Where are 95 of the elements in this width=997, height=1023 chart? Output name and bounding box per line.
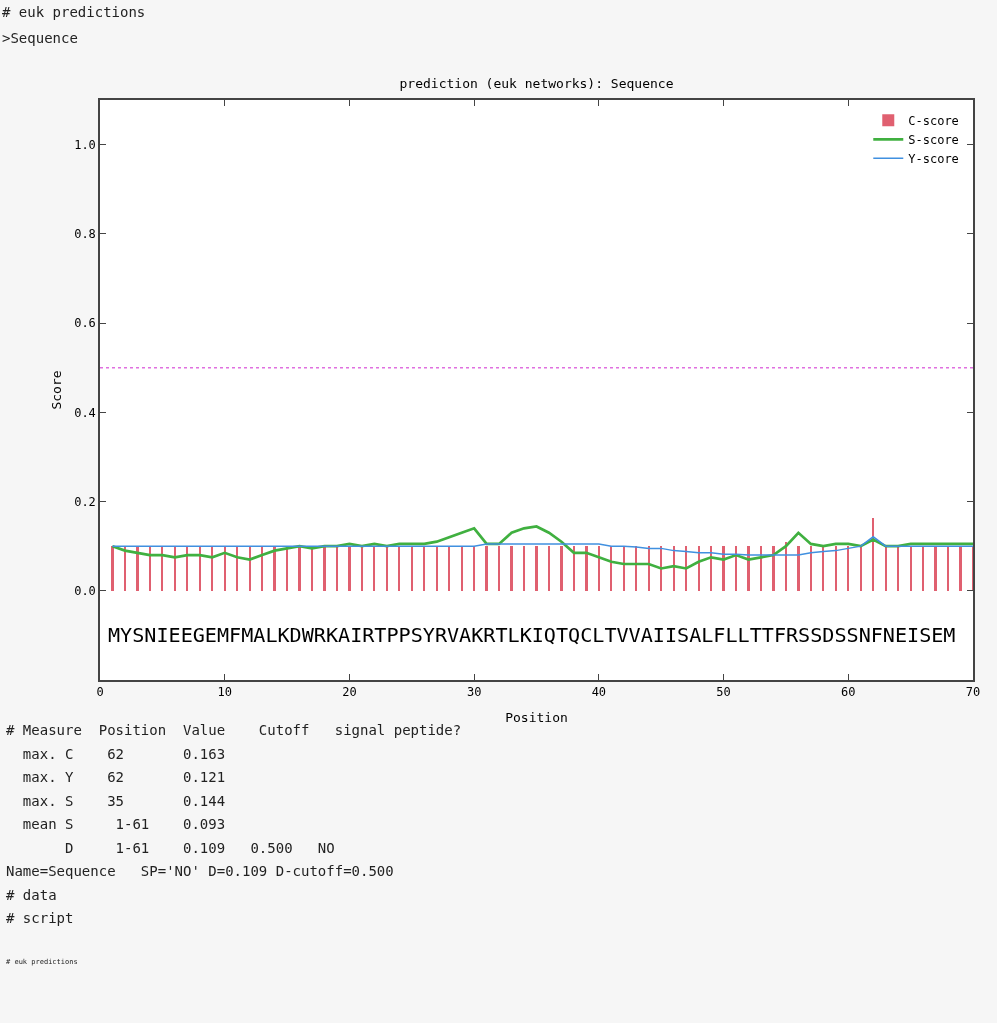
bar: [261, 546, 263, 591]
legend-label: C-score: [908, 113, 959, 128]
bar: [348, 546, 351, 591]
bar: [922, 546, 924, 591]
bar: [585, 546, 588, 591]
bar: [934, 546, 937, 591]
bar: [885, 546, 887, 591]
chart-title: prediction (euk networks): Sequence: [399, 75, 674, 91]
text: mean S 1-61 0.093: [6, 816, 226, 832]
bar: [635, 546, 637, 591]
text: max. C 62 0.163: [6, 746, 226, 762]
bar: [959, 546, 962, 591]
bar: [785, 542, 787, 591]
bar: [161, 546, 163, 591]
bar: [236, 546, 238, 591]
bar: [361, 546, 363, 591]
text: max. Y 62 0.121: [6, 769, 226, 785]
bar: [174, 546, 176, 591]
y-tick-label: 0.0: [74, 583, 96, 598]
annotation: MYSNIEEGEMFMALKDWRKAIRTPPSYRVAKRTLKIQTQCLTVVAIISALFLLTTFRSSDSSNFNEISEM: [108, 623, 956, 647]
bar: [436, 546, 438, 591]
x-tick-label: 50: [716, 685, 731, 700]
bar: [373, 546, 375, 591]
bar: [224, 546, 226, 591]
bar: [660, 546, 662, 591]
bar: [535, 546, 538, 591]
y-axis-title: Score: [48, 370, 64, 410]
x-tick-label: 30: [466, 685, 482, 700]
bar: [323, 546, 326, 591]
bar: [461, 546, 463, 591]
bar: [897, 546, 899, 591]
bar: [423, 546, 425, 591]
text: D 1-61 0.109 0.500 NO: [6, 840, 335, 856]
bar: [598, 546, 600, 591]
bar: [498, 546, 500, 591]
line-series: [111, 536, 973, 556]
text: >Sequence: [2, 30, 78, 46]
bar: [648, 546, 650, 591]
text: # script: [6, 910, 74, 926]
y-tick-label: 0.4: [74, 405, 96, 420]
bar: [510, 546, 513, 591]
bar: [149, 546, 151, 591]
bar: [199, 546, 201, 591]
bar: [386, 546, 388, 591]
legend-label: S-score: [908, 132, 959, 147]
bar: [273, 546, 276, 591]
y-tick-label: 0.8: [74, 227, 96, 242]
bar: [623, 546, 625, 591]
x-axis-title: Position: [505, 710, 568, 726]
y-tick-label: 1.0: [74, 137, 96, 152]
bar: [411, 546, 413, 591]
bar: [560, 546, 563, 591]
bar: [573, 546, 575, 591]
x-tick-label: 40: [591, 685, 607, 700]
y-tick-label: 0.2: [74, 494, 96, 509]
legend-label: Y-score: [908, 151, 959, 166]
bar: [523, 546, 525, 591]
bar: [610, 546, 612, 591]
text: Name=Sequence SP='NO' D=0.109 D-cutoff=0.500: [6, 863, 394, 879]
bar: [136, 546, 139, 591]
x-tick-label: 60: [841, 685, 856, 700]
bar: [772, 546, 775, 591]
bar: [111, 546, 114, 591]
x-tick-label: 70: [965, 685, 981, 700]
x-tick-label: 20: [342, 685, 357, 700]
bar: [810, 546, 812, 591]
x-tick-label: 10: [217, 685, 232, 700]
bar: [398, 546, 400, 591]
bar: [735, 546, 737, 591]
bar: [872, 518, 874, 591]
x-tick-label: 0: [96, 685, 104, 700]
bar: [797, 546, 800, 591]
bar: [211, 546, 213, 591]
bar: [548, 546, 550, 591]
bar: [860, 546, 862, 591]
text: # data: [6, 887, 57, 903]
bar: [822, 546, 824, 591]
bar: [298, 546, 301, 591]
bar: [847, 546, 849, 591]
bar: [947, 546, 949, 591]
bar: [485, 546, 488, 591]
bar: [473, 546, 475, 591]
bar: [249, 546, 251, 591]
bar: [673, 546, 675, 591]
bar: [685, 546, 687, 591]
bar: [124, 546, 126, 591]
text: # Measure Position Value Cutoff signal peptide?: [6, 722, 462, 738]
bar: [835, 546, 837, 591]
y-tick-label: 0.6: [74, 316, 96, 331]
text: max. S 35 0.144: [6, 793, 226, 809]
bar: [186, 546, 188, 591]
bar: [910, 546, 912, 591]
text: # euk predictions: [2, 4, 146, 20]
bar: [448, 546, 450, 591]
bar: [336, 546, 338, 591]
